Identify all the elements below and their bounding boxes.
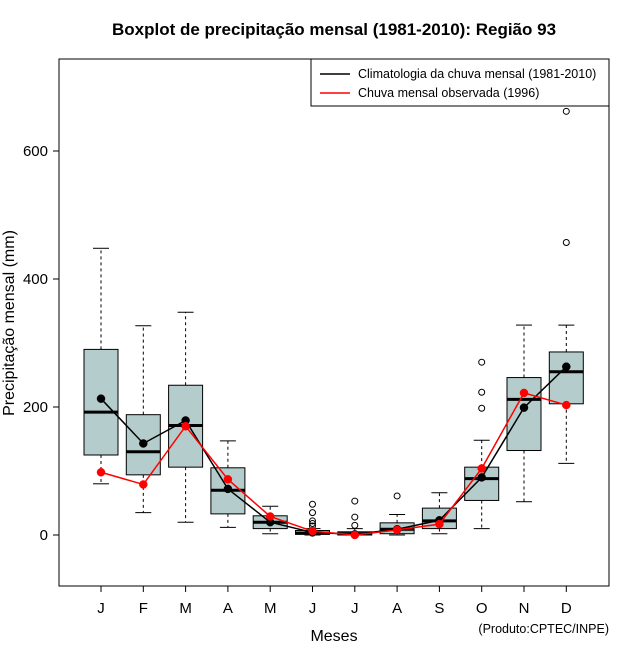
outlier-point	[478, 388, 486, 396]
series-point	[139, 439, 148, 448]
series-point	[223, 475, 233, 484]
x-tick-label: O	[476, 600, 488, 617]
x-tick-label: M	[264, 600, 277, 617]
credit-text: (Produto:CPTEC/INPE)	[478, 622, 609, 636]
legend-entry: Chuva mensal observada (1996)	[358, 86, 539, 100]
series-point	[519, 403, 529, 412]
series-point	[265, 512, 275, 521]
plot-frame	[58, 58, 610, 587]
x-tick-label: S	[434, 600, 444, 617]
x-tick-label: N	[519, 600, 530, 617]
x-tick-label: F	[139, 600, 148, 617]
series-line-observed	[100, 392, 567, 536]
series-point	[562, 400, 571, 410]
outlier-point	[478, 358, 486, 366]
legend-entry: Climatologia da chuva mensal (1981-2010)	[358, 67, 596, 81]
y-tick-label: 200	[23, 399, 48, 416]
series-point	[477, 464, 486, 473]
legend-box	[310, 58, 610, 107]
plot-area: 0 200 400 600 J F M A M J J A S O N D Climatologia da ch…	[23, 58, 610, 617]
outlier-point	[351, 521, 359, 529]
series-point	[181, 421, 190, 431]
outlier-point	[309, 517, 316, 525]
outlier-point	[351, 497, 359, 505]
outlier-point	[309, 509, 316, 517]
x-tick-label: J	[351, 600, 359, 617]
series-point	[392, 525, 402, 535]
outlier-point	[562, 107, 570, 115]
outlier-point	[351, 513, 359, 521]
series-point	[308, 526, 317, 536]
series-point	[96, 394, 106, 403]
series-point	[139, 480, 148, 489]
x-axis-label: Meses	[310, 628, 357, 645]
y-tick-label: 0	[40, 527, 48, 544]
series-point	[519, 388, 529, 398]
y-tick-label: 600	[23, 143, 48, 160]
outlier-point	[562, 239, 570, 247]
x-tick-label: J	[97, 600, 105, 617]
series-point	[562, 362, 571, 371]
x-tick-label: D	[561, 600, 572, 617]
y-axis-label: Precipitação mensal (mm)	[1, 230, 18, 416]
outlier-point	[478, 404, 486, 412]
series-point	[223, 484, 233, 494]
outlier-point	[309, 519, 316, 527]
x-tick-label: A	[223, 600, 233, 617]
series-point	[435, 519, 444, 529]
y-tick-label: 400	[23, 271, 48, 288]
outlier-point	[309, 500, 316, 508]
outlier-point	[393, 492, 401, 500]
series-point	[477, 473, 486, 482]
series-point	[350, 530, 360, 540]
series-point	[96, 468, 106, 477]
x-tick-label: A	[392, 600, 402, 617]
x-tick-label: M	[179, 600, 192, 617]
x-tick-label: J	[309, 600, 317, 617]
chart-title: Boxplot de precipitação mensal (1981-201…	[112, 20, 556, 39]
